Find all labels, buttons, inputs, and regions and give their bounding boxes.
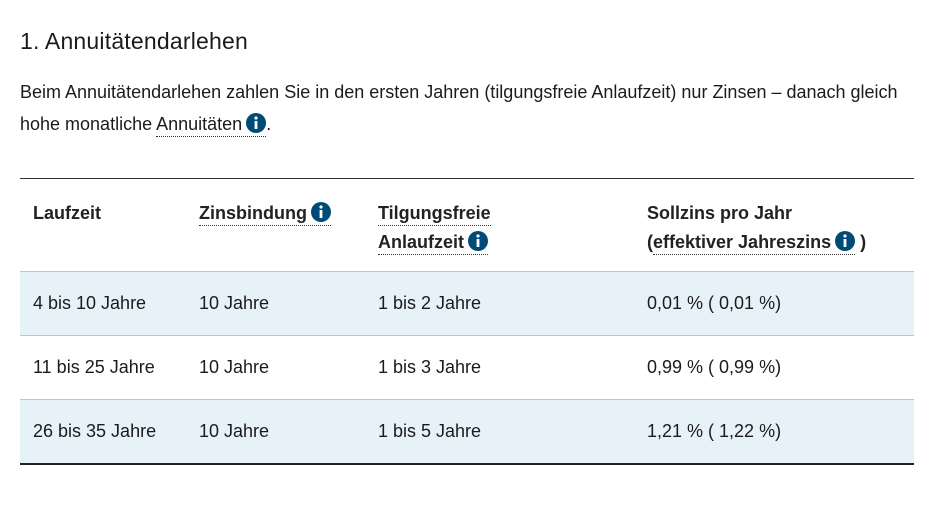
link[interactable]: Tilgungsfreie Anlaufzeit (378, 203, 491, 255)
column-header: Sollzins pro Jahr (effektiver Jahreszins … (647, 179, 914, 272)
column-header-text[interactable]: Tilgungsfreie Anlaufzeit (378, 203, 491, 252)
table-cell: 0,01 % ( 0,01 %) (647, 271, 914, 336)
table-cell: 0,99 % ( 0,99 %) (647, 335, 914, 400)
link[interactable]: Zinsbindung (199, 202, 331, 226)
info-icon[interactable] (246, 113, 267, 133)
table-cell: 10 Jahre (199, 271, 378, 336)
link-text[interactable]: effektiver Jahreszins (653, 232, 832, 252)
header-row: Laufzeit Zinsbindung Tilgungsfreie Anlau… (20, 178, 914, 272)
link[interactable]: Annuitäten (156, 113, 267, 137)
table-cell: 26 bis 35 Jahre (20, 399, 199, 464)
table-row: 11 bis 25 Jahre 10 Jahre 1 bis 3 Jahre 0,99… (20, 335, 914, 400)
table-body: 4 bis 10 Jahre 10 Jahre 1 bis 2 Jahre 0,01 … (20, 271, 914, 464)
intro-text: Beim Annuitätendarlehen zahlen Sie in de… (20, 82, 898, 134)
column-header-text[interactable]: Zinsbindung (199, 203, 307, 223)
column-header: Zinsbindung (199, 179, 378, 272)
table-cell: 11 bis 25 Jahre (20, 335, 199, 400)
link[interactable]: effektiver Jahreszins (653, 231, 856, 255)
intro-end: . (266, 114, 272, 134)
table-row: 26 bis 35 Jahre 10 Jahre 1 bis 5 Jahre 1,21… (20, 399, 914, 464)
table-row: 4 bis 10 Jahre 10 Jahre 1 bis 2 Jahre 0,01 … (20, 271, 914, 336)
link-text[interactable]: Annuitäten (156, 114, 243, 134)
paren: ( (647, 232, 653, 252)
table-cell: 4 bis 10 Jahre (20, 271, 199, 336)
table-cell: 10 Jahre (199, 335, 378, 400)
info-icon[interactable] (835, 231, 856, 251)
info-icon[interactable] (310, 202, 331, 222)
table-cell: 10 Jahre (199, 399, 378, 464)
table: Laufzeit Zinsbindung Tilgungsfreie Anlau… (20, 178, 914, 465)
info-icon[interactable] (468, 231, 489, 251)
title: 1. Annuitätendarlehen (20, 28, 249, 54)
table-cell: 1,21 % ( 1,22 %) (647, 399, 914, 464)
table-cell: 1 bis 3 Jahre (378, 335, 647, 400)
paren: ) (860, 232, 867, 252)
column-header: Laufzeit (33, 203, 102, 223)
column-header-text: Sollzins pro Jahr (647, 203, 793, 223)
column-header: Tilgungsfreie Anlaufzeit (378, 179, 647, 272)
table-cell: 1 bis 2 Jahre (378, 271, 647, 336)
intro: Beim Annuitätendarlehen zahlen Sie in de… (20, 76, 910, 140)
table-cell: 1 bis 5 Jahre (378, 399, 647, 464)
